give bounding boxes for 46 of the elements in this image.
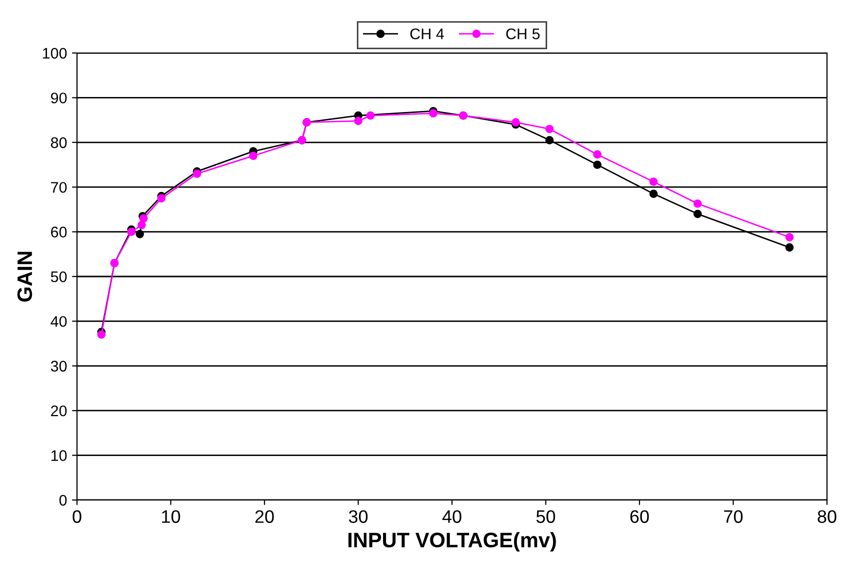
point xyxy=(192,170,202,178)
point xyxy=(127,228,136,236)
y-tick-label: 20 xyxy=(51,405,67,416)
point xyxy=(593,160,602,169)
point xyxy=(354,116,362,126)
y-tick-label: 70 xyxy=(51,182,67,193)
x-tick-label: 30 xyxy=(348,510,368,523)
y-tick-label: 100 xyxy=(42,48,67,59)
x-tick-label: 70 xyxy=(724,510,743,523)
x-tick-label: 10 xyxy=(162,510,180,523)
y-axis-title: GAIN xyxy=(17,252,32,302)
y-tick-label: 0 xyxy=(59,494,67,506)
x-axis-title: INPUT VOLTAGE(mv) xyxy=(348,532,556,552)
y-tick-label: 30 xyxy=(50,360,67,372)
point xyxy=(649,178,658,186)
point xyxy=(249,152,258,160)
point xyxy=(693,199,702,208)
point xyxy=(649,190,658,198)
point xyxy=(593,150,602,159)
point xyxy=(429,109,438,118)
point xyxy=(545,124,554,134)
x-tick-label: 80 xyxy=(818,510,836,523)
point xyxy=(138,220,146,230)
point xyxy=(136,230,144,238)
x-tick-label: 40 xyxy=(442,510,462,523)
y-tick-label: 90 xyxy=(51,92,67,104)
point xyxy=(97,330,106,339)
point xyxy=(366,111,375,120)
point xyxy=(785,243,794,252)
x-tick-label: 60 xyxy=(630,510,649,523)
y-tick-label: 80 xyxy=(50,137,67,148)
legend-label: CH 4 xyxy=(410,28,444,40)
y-tick-label: 50 xyxy=(50,271,67,282)
point xyxy=(785,232,794,242)
x-tick-label: 20 xyxy=(255,510,274,523)
legend-label: CH 5 xyxy=(506,28,540,40)
point xyxy=(545,136,554,144)
x-tick-label: 50 xyxy=(536,510,556,523)
point xyxy=(139,214,148,223)
point xyxy=(693,210,702,218)
y-tick-label: 60 xyxy=(51,226,67,238)
y-tick-label: 10 xyxy=(51,450,67,461)
point xyxy=(157,194,166,202)
point xyxy=(512,118,520,126)
y-tick-label: 40 xyxy=(50,316,67,327)
x-tick-label: 0 xyxy=(72,510,82,523)
